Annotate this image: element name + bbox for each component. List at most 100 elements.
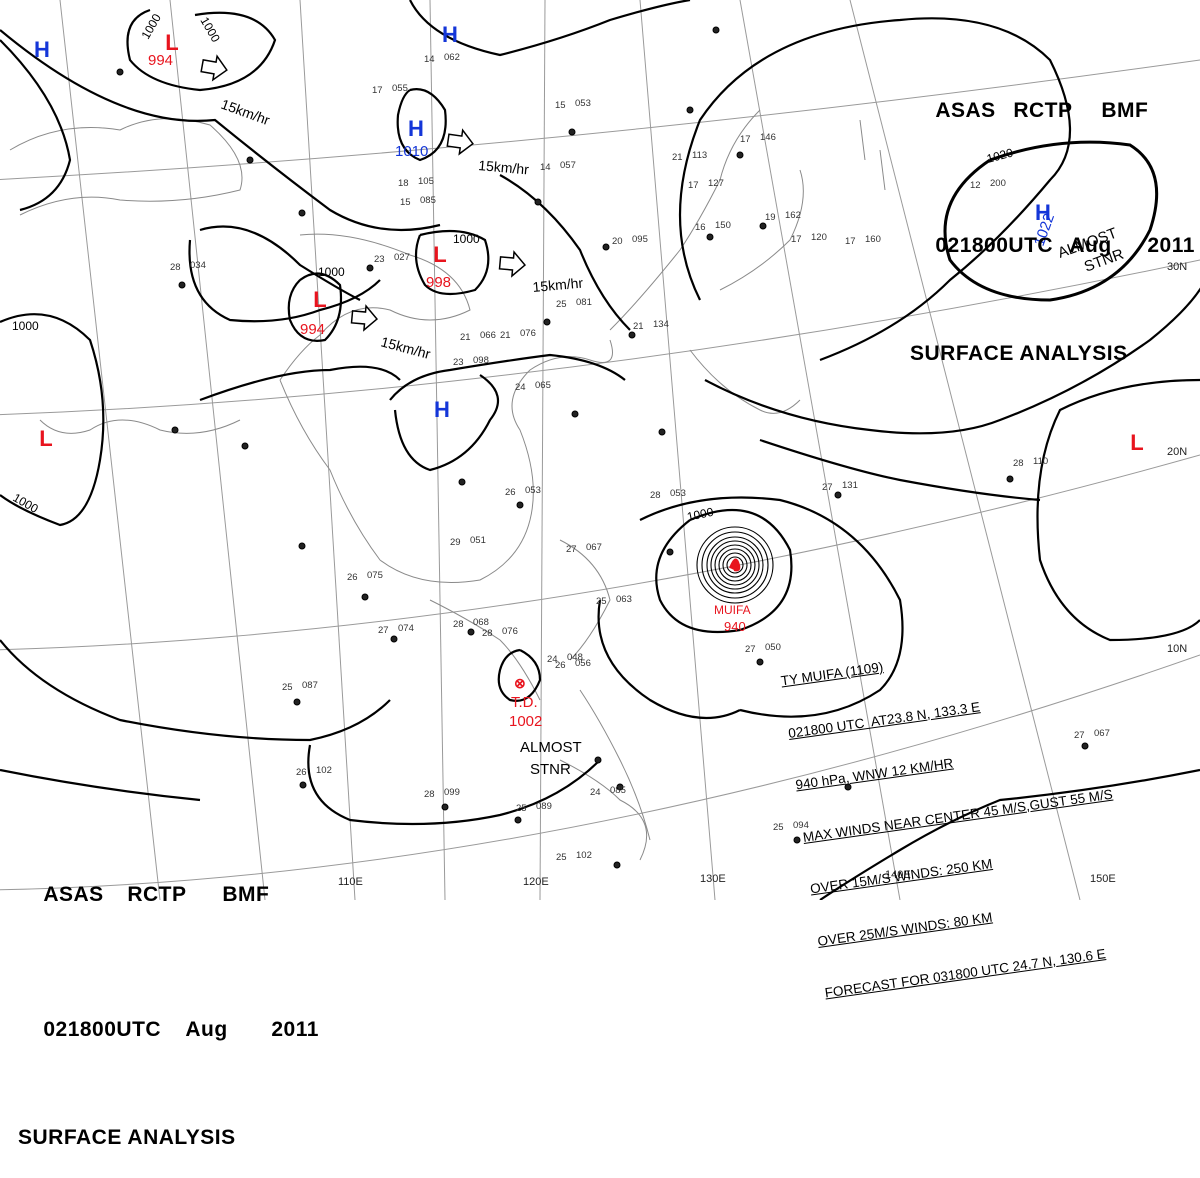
station-temperature: 14: [540, 162, 551, 173]
station-pressure: 066: [480, 330, 496, 341]
td-symbol: ⊗: [514, 675, 526, 691]
station-pressure: 102: [316, 765, 332, 776]
high-pressure-center: H: [408, 116, 424, 141]
tropical-depression: ⊗ T.D. 1002: [509, 675, 542, 730]
graticule: [0, 0, 1200, 900]
station-temperature: 28: [482, 628, 493, 639]
center-pressure-value: 998: [426, 274, 451, 291]
station-pressure: 068: [473, 617, 489, 628]
station-temperature: 27: [745, 644, 756, 655]
station-pressure: 057: [560, 160, 576, 171]
product-code: BMF: [1101, 99, 1149, 122]
station-pressure: 053: [575, 98, 591, 109]
center-pressure-value: 994: [300, 321, 325, 338]
station-pressure: 076: [502, 626, 518, 637]
station-pressure: 134: [653, 319, 669, 330]
station-pressure: 085: [610, 785, 626, 796]
station-temperature: 29: [450, 537, 461, 548]
product-line: ASAS RCTP BMF: [910, 70, 1195, 151]
station-pressure: 200: [990, 178, 1006, 189]
station-temperature: 23: [374, 254, 385, 265]
station-temperature: 21: [633, 321, 644, 332]
station-temperature: 24: [515, 382, 526, 393]
typhoon-symbol: [729, 558, 741, 572]
station-temperature: 26: [555, 660, 566, 671]
station-temperature: 23: [453, 357, 464, 368]
motion-label: 15km/hr: [532, 275, 584, 295]
high-pressure-center: H: [442, 22, 458, 47]
station-temperature: 17: [845, 236, 856, 247]
station-pressure: 067: [1094, 728, 1110, 739]
station-temperature: 14: [424, 54, 435, 65]
low-pressure-center: L: [1130, 430, 1143, 455]
coastlines: [9, 109, 886, 861]
motion-arrows: [200, 54, 527, 332]
station-pressure: 099: [444, 787, 460, 798]
isobars: [0, 0, 1200, 900]
station-pressure: 062: [444, 52, 460, 63]
station-pressure: 076: [520, 328, 536, 339]
station-pressure: 034: [190, 260, 206, 271]
station-pressure: 094: [793, 820, 809, 831]
high-pressure-center: H: [1035, 200, 1051, 225]
station-pressure: 055: [392, 83, 408, 94]
lat-label: 30N: [1167, 261, 1187, 273]
station-temperature: 18: [398, 178, 409, 189]
lon-label: 150E: [1090, 873, 1116, 885]
station-temperature: 21: [672, 152, 683, 163]
bulletin-line: MAX WINDS NEAR CENTER 45 M/S,GUST 55 M/S: [801, 786, 1114, 845]
center-pressure-value: 994: [148, 52, 173, 69]
station-temperature: 25: [556, 299, 567, 310]
station-pressure: 120: [811, 232, 827, 243]
low-pressure-center: L: [313, 287, 326, 312]
chart-title: SURFACE ANALYSIS: [910, 342, 1128, 365]
typhoon-pressure: 940: [724, 619, 746, 634]
low-pressure-center: L: [39, 426, 52, 451]
station-pressure: 131: [842, 480, 858, 491]
station-temperature: 25: [282, 682, 293, 693]
station-temperature: 17: [372, 85, 383, 96]
station-pressure: 048: [567, 652, 583, 663]
typhoon-isobars: [696, 526, 774, 604]
station-temperature: 16: [695, 222, 706, 233]
station-pressure: 067: [586, 542, 602, 553]
isobar-label: 1000: [453, 232, 480, 246]
product-code: ASAS: [935, 99, 996, 122]
station-temperature: 24: [547, 654, 558, 665]
station-pressure: 053: [670, 488, 686, 499]
station-temperature: 26: [505, 487, 516, 498]
station-temperature: 27: [1074, 730, 1085, 741]
typhoon-bulletin: TY MUIFA (1109) 021800 UTC AT23.8 N, 133…: [775, 594, 1138, 1019]
bulletin-line: OVER 25M/S WINDS: 80 KM: [816, 909, 994, 949]
station-pressure: 146: [760, 132, 776, 143]
station-pressure: 075: [367, 570, 383, 581]
station-pressure: 095: [632, 234, 648, 245]
station-temperature: 17: [740, 134, 751, 145]
station-temperature: 27: [566, 544, 577, 555]
station-temperature: 26: [347, 572, 358, 583]
station-temperature: 28: [1013, 458, 1024, 469]
station-temperature: 21: [460, 332, 471, 343]
station-pressure: 087: [302, 680, 318, 691]
station-temperature: 17: [791, 234, 802, 245]
bulletin-line: 021800 UTC AT23.8 N, 133.3 E: [787, 698, 981, 741]
coordinate-labels: 110E 120E 130E 140E 150E 30N 20N 10N: [338, 261, 1187, 888]
station-temperature: 26: [296, 767, 307, 778]
isobar-label: 1000: [686, 505, 715, 524]
low-pressure-center: L: [165, 30, 178, 55]
valid-time-line: 021800UTC Aug 2011: [910, 205, 1195, 286]
center-pressure-value: 1010: [395, 143, 428, 160]
station-pressure: 051: [470, 535, 486, 546]
header-top-right: ASAS RCTP BMF 021800UTC Aug 2011 SURFACE ANA…: [910, 16, 1195, 394]
station-pressure: 050: [765, 642, 781, 653]
valid-year: 2011: [1147, 234, 1195, 257]
chart-title: SURFACE ANALYSIS: [18, 1126, 236, 1149]
station-temperature: 20: [612, 236, 623, 247]
typhoon-name: MUIFA: [714, 603, 751, 617]
isobar-label: 1000: [12, 319, 39, 333]
header-bottom-left: ASAS RCTP BMF 021800UTC Aug 2011 SURFACE ANA…: [18, 800, 319, 1178]
isobar-label: 1000: [318, 265, 345, 279]
lon-label: 110E: [338, 876, 363, 888]
isobar-1020: [943, 140, 1159, 302]
station-pressure: 074: [398, 623, 414, 634]
